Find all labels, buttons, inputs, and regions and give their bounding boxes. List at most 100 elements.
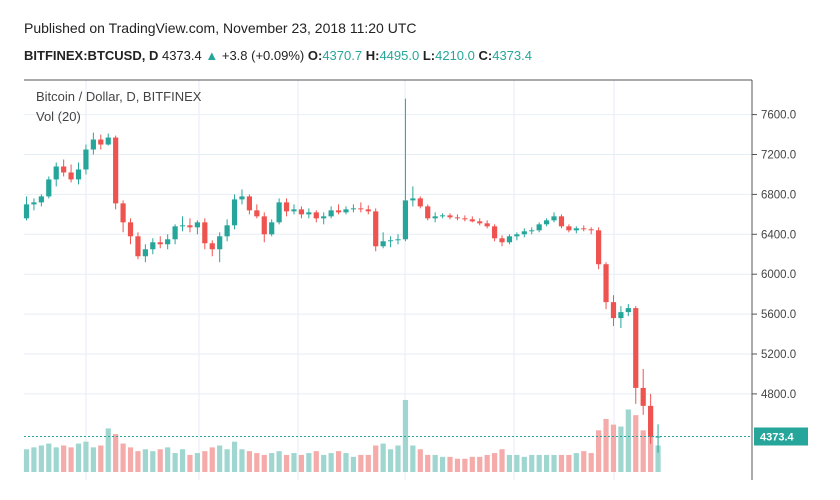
candle-body [603,264,609,303]
candle-body [98,139,104,145]
volume-bar [499,449,505,472]
volume-bar [410,445,416,472]
candle-body [499,238,505,243]
chart-title: Bitcoin / Dollar, D, BITFINEX [36,89,202,104]
symbol-bar: BITFINEX:BTCUSD, D 4373.4 ▲ +3.8 (+0.09%… [24,48,532,63]
volume-bar [432,454,438,472]
y-tick-label: 7200.0 [761,150,796,162]
volume-bar [254,453,260,472]
candle-body [328,210,334,217]
volume-bar [625,409,631,472]
candle-body [417,198,423,207]
candle-body [558,216,565,227]
candle-body [231,199,238,226]
candle-body [68,172,74,180]
volume-bar [633,415,639,472]
candle-body [365,209,371,212]
volume-bar [328,453,334,472]
candle-body [135,236,141,257]
candle-body [633,308,639,388]
candle-body [484,223,490,227]
volume-bar [640,430,646,472]
candle-body [172,226,178,240]
volume-bar [127,447,134,472]
candle-body [425,206,431,219]
candle-body [343,209,349,213]
last-price-badge-label: 4373.4 [760,432,795,444]
volume-bar [209,447,215,472]
volume-bar [306,453,312,472]
volume-bar [544,454,550,472]
candle-body [544,220,550,225]
volume-bar [618,426,624,472]
price-change: +3.8 (+0.09%) [221,48,305,63]
volume-bar [447,456,453,472]
volume-bar [551,454,557,472]
volume-bar [298,454,305,472]
candle-body [373,211,379,247]
candle-body [335,210,342,213]
volume-bar [588,453,594,472]
volume-bar [113,434,119,472]
candle-body [261,216,267,235]
volume-bar [165,447,171,472]
volume-bar [454,458,461,472]
candle-body [551,216,557,221]
y-tick-label: 6000.0 [761,269,796,281]
volume-bar [566,454,572,472]
candle-body [46,179,52,197]
volume-bar [276,451,282,472]
candle-body [514,234,520,237]
candle-body [402,200,409,240]
candle-body [90,139,96,150]
volume-bar [558,454,565,472]
candle-body [491,226,498,239]
volume-bar [335,451,342,472]
candle-body [31,202,37,205]
y-tick-label: 5200.0 [761,349,796,361]
candle-body [298,209,305,215]
volume-bar [179,449,186,472]
volume-label: Vol (20) [36,109,81,124]
candle-body [581,228,587,230]
low-label: L: [422,48,436,63]
volume-bar [23,449,30,472]
candle-body [618,312,624,319]
volume-bar [157,449,163,472]
volume-bar [417,449,423,472]
candle-body [610,302,617,319]
volume-bar [246,451,252,472]
volume-bar [536,454,542,472]
candle-body [23,204,30,219]
volume-bar [313,451,319,472]
volume-bar [343,453,349,472]
volume-bar [31,447,37,472]
candle-body [38,196,44,203]
candle-body [596,230,602,265]
candle-body [291,209,297,212]
candle-body [655,436,661,438]
volume-bar [135,451,141,472]
volume-bar [506,454,513,472]
chart-grid [24,80,752,480]
volume-bar [365,454,371,472]
candle-body [625,308,631,313]
volume-bar [46,443,52,472]
candle-body [120,203,126,223]
close-label: C: [478,48,493,63]
publish-info: Published on TradingView.com, November 2… [24,20,417,36]
candlesticks [23,98,661,453]
volume-bar [231,441,238,472]
volume-bar [514,454,520,472]
candle-body [165,239,171,245]
low-value: 4210.0 [435,48,475,63]
candle-body [462,218,468,220]
volume-bar [38,445,44,472]
symbol-label: BITFINEX:BTCUSD, D [24,48,159,63]
candle-body [187,225,193,228]
volume-bar [469,456,475,472]
y-tick-label: 6400.0 [761,229,796,241]
candle-body [447,215,453,218]
candle-body [202,222,208,244]
